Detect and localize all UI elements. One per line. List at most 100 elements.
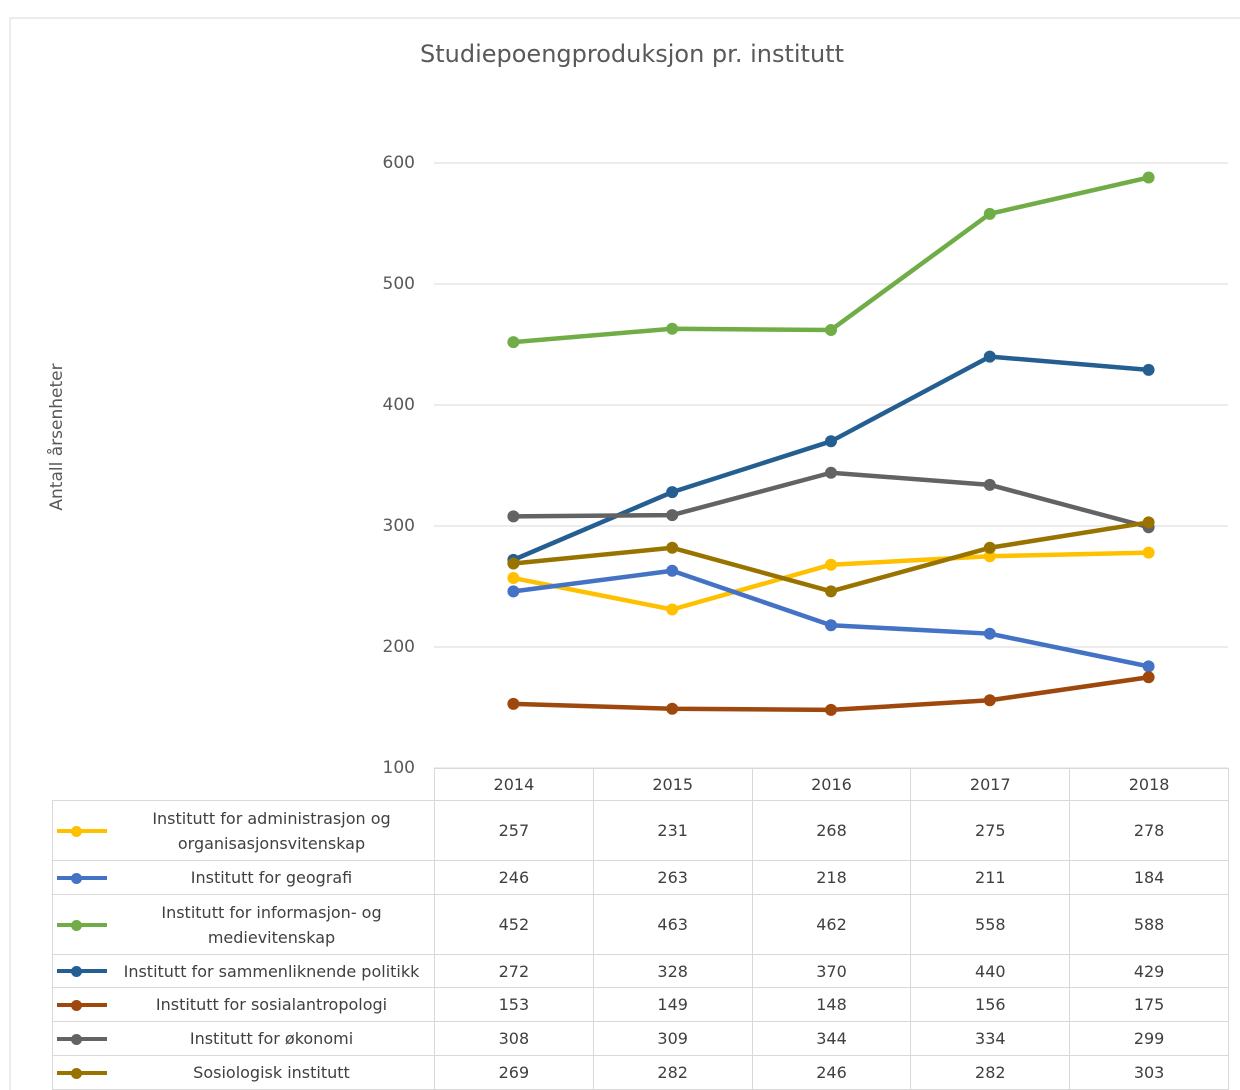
legend-entry: Institutt for sosialantropologi (53, 992, 434, 1017)
x-tick-label: 2015 (592, 768, 753, 801)
value-cell: 275 (910, 800, 1071, 861)
legend-cell: Institutt for administrasjon og organisa… (52, 800, 435, 861)
point (666, 603, 679, 616)
legend-key (53, 872, 109, 884)
key-dot (71, 1033, 82, 1045)
value-cell: 452 (434, 894, 594, 955)
value-cell: 282 (592, 1055, 753, 1090)
legend-label: Institutt for administrasjon og organisa… (152, 808, 391, 853)
table-row: Institutt for administrasjon og organisa… (52, 800, 1229, 861)
table-row: Institutt for sosialantropologi 153 149 148… (52, 987, 1229, 1022)
key-line (57, 969, 107, 973)
point (983, 350, 996, 363)
key-dot (71, 872, 82, 884)
legend-entry: Sosiologisk institutt (53, 1060, 434, 1085)
chart-frame (9, 17, 1240, 1090)
point (1142, 546, 1155, 559)
value-cell: 149 (592, 987, 753, 1022)
header-row: 2014 2015 2016 2017 2018 (52, 768, 1229, 801)
legend-key (53, 1033, 109, 1045)
value-cell: 303 (1069, 1055, 1229, 1090)
y-tick-label: 400 (383, 395, 415, 415)
key-line (57, 1070, 107, 1075)
y-tick-label: 500 (383, 274, 415, 294)
y-axis-title: Antall årsenheter (46, 363, 67, 510)
table-row: Sosiologisk institutt 269 282 246 282 303 (52, 1055, 1229, 1090)
value-cell: 153 (434, 987, 594, 1022)
legend-cell: Institutt for sosialantropologi (52, 987, 435, 1022)
value-cell: 463 (592, 894, 753, 955)
point (507, 697, 520, 710)
point (983, 627, 996, 640)
value-cell: 257 (434, 800, 594, 861)
point (666, 541, 679, 554)
x-tick-label: 2018 (1069, 768, 1229, 801)
point (507, 572, 520, 585)
point (1142, 171, 1155, 184)
y-tick-label: 300 (383, 516, 415, 536)
point (983, 207, 996, 220)
chart-title: Studiepoengproduksjon pr. institutt (420, 40, 844, 68)
point (666, 322, 679, 335)
point (825, 435, 837, 448)
legend-entry: Institutt for sammenliknende politikk (53, 959, 434, 984)
point (825, 558, 837, 571)
point (983, 541, 996, 554)
series-line (513, 568, 1150, 669)
legend-key (53, 1067, 109, 1079)
data-table: 2014 2015 2016 2017 2018 Institutt for admini… (52, 768, 1229, 1090)
legend-entry: Institutt for økonomi (53, 1026, 434, 1051)
key-line (57, 1036, 107, 1041)
value-cell: 588 (1069, 894, 1229, 955)
y-tick-label: 200 (383, 637, 415, 657)
point (825, 466, 837, 479)
value-cell: 246 (751, 1055, 912, 1090)
point (1142, 671, 1155, 684)
legend-key (53, 825, 109, 837)
key-dot (71, 966, 82, 977)
value-cell: 370 (751, 954, 912, 988)
legend-label: Institutt for informasjon- og medieviten… (161, 902, 382, 947)
legend-cell: Institutt for geografi (52, 860, 435, 895)
table-row: Institutt for sammenliknende politikk 272… (52, 954, 1229, 988)
legend-cell: Institutt for sammenliknende politikk (52, 954, 435, 988)
value-cell: 308 (434, 1021, 594, 1056)
table-row: Institutt for informasjon- og medieviten… (52, 894, 1229, 955)
key-line (57, 1002, 107, 1007)
key-dot (71, 919, 82, 931)
value-cell: 334 (910, 1021, 1071, 1056)
point (666, 486, 679, 499)
value-cell: 272 (434, 954, 594, 988)
point (983, 550, 996, 563)
point (666, 564, 679, 577)
point (507, 336, 520, 349)
legend-cell: Institutt for økonomi (52, 1021, 435, 1056)
value-cell: 175 (1069, 987, 1229, 1022)
point (1142, 363, 1155, 376)
key-line (57, 828, 107, 833)
x-tick-label: 2014 (434, 768, 594, 801)
x-tick-label: 2017 (910, 768, 1071, 801)
table-row: Institutt for økonomi 308 309 344 334 299 (52, 1021, 1229, 1056)
legend-key (53, 966, 109, 977)
point (1142, 660, 1155, 673)
value-cell: 328 (592, 954, 753, 988)
value-cell: 309 (592, 1021, 753, 1056)
point (825, 323, 837, 336)
value-cell: 263 (592, 860, 753, 895)
point (507, 557, 520, 570)
value-cell: 184 (1069, 860, 1229, 895)
value-cell: 558 (910, 894, 1071, 955)
point (507, 585, 520, 598)
value-cell: 156 (910, 987, 1071, 1022)
point (825, 619, 837, 632)
table-row: Institutt for geografi 246 263 218 211 184 (52, 860, 1229, 895)
point (666, 509, 679, 522)
series-line (512, 354, 1149, 562)
legend-entry: Institutt for administrasjon og organisa… (53, 806, 434, 856)
key-dot (71, 825, 82, 837)
value-cell: 299 (1069, 1021, 1229, 1056)
value-cell: 269 (434, 1055, 594, 1090)
